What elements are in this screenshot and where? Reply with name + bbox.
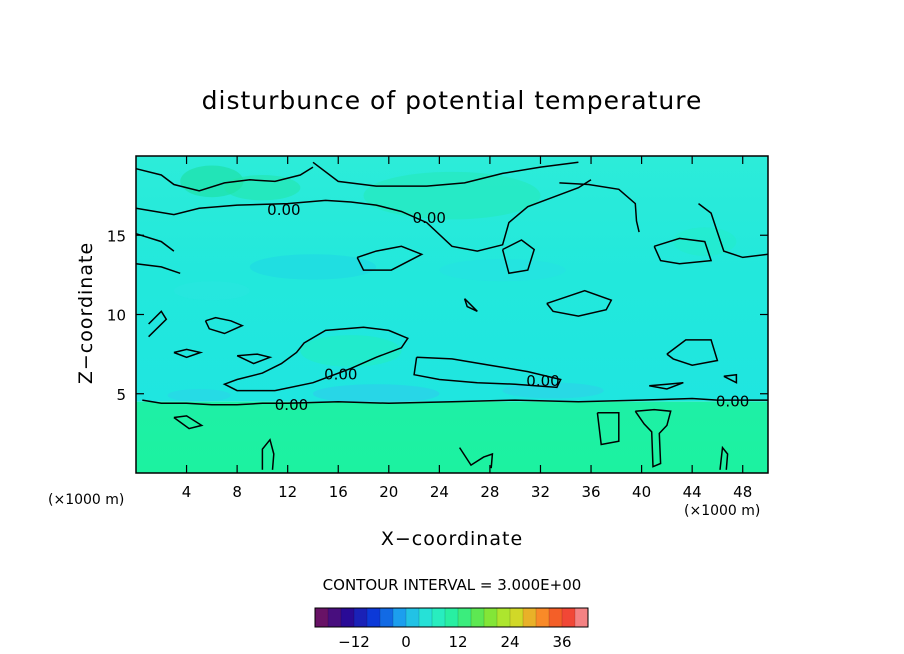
field-patch: [439, 259, 566, 282]
colorbar-cell: [575, 608, 589, 627]
colorbar-cell: [523, 608, 537, 627]
colorbar-cell: [549, 608, 563, 627]
field-patch: [249, 254, 377, 280]
colorbar-tick-label: 0: [401, 633, 411, 651]
contour-line: [413, 356, 562, 389]
contour-line: [135, 166, 314, 192]
chart-title: disturbunce of potential temperature: [201, 86, 703, 115]
contour-line: [135, 263, 181, 275]
contour-line: [173, 348, 204, 359]
x-unit-left: (×1000 m): [48, 492, 125, 508]
contour-label: 0.00: [526, 372, 559, 390]
colorbar-cell: [562, 608, 576, 627]
colorbar-cell: [419, 608, 433, 627]
colorbar-cell: [341, 608, 355, 627]
x-tick-label: 40: [632, 483, 651, 501]
colorbar-cell: [484, 608, 498, 627]
contour-line: [723, 373, 738, 384]
contour-line: [546, 289, 613, 317]
contour-line: [204, 316, 245, 335]
colorbar-tick-label: 12: [448, 633, 467, 651]
contour-line: [135, 232, 175, 252]
contour-label: 0.00: [275, 396, 308, 414]
colorbar-cell: [445, 608, 459, 627]
field-patch: [312, 384, 440, 404]
x-tick-label: 4: [182, 483, 192, 501]
contour-line: [559, 182, 640, 233]
x-tick-label: 36: [581, 483, 600, 501]
colorbar-cell: [510, 608, 524, 627]
field-patch: [300, 335, 402, 367]
y-tick-label: 5: [116, 386, 126, 404]
field-patch: [363, 171, 541, 220]
contour-label: 0.00: [716, 393, 749, 411]
colorbar-cell: [458, 608, 472, 627]
x-tick-label: 24: [430, 483, 449, 501]
contour-line: [356, 245, 424, 271]
x-tick-label: 12: [278, 483, 297, 501]
contour-label: 0.00: [324, 366, 357, 384]
colorbar-tick-label: 36: [552, 633, 571, 651]
contour-line: [653, 237, 713, 265]
contour-label: 0.00: [413, 209, 446, 227]
contour-line: [458, 447, 494, 469]
colorbar-cell: [536, 608, 550, 627]
colorbar-cell: [354, 608, 368, 627]
contour-line: [596, 412, 620, 446]
colorbar-cell: [380, 608, 394, 627]
contour-line: [148, 310, 168, 338]
contour-line: [236, 353, 273, 365]
x-axis-label: X−coordinate: [380, 528, 524, 550]
x-tick-label: 20: [379, 483, 398, 501]
contour-line: [698, 203, 769, 259]
colorbar-cell: [393, 608, 407, 627]
x-tick-label: 44: [683, 483, 702, 501]
contour-line: [312, 161, 579, 187]
contour-line: [173, 415, 204, 430]
colorbar-cell: [432, 608, 446, 627]
colorbar-tick-label: 24: [500, 633, 519, 651]
contour-interval-text: CONTOUR INTERVAL = 3.000E+00: [322, 576, 582, 594]
contour-line: [135, 179, 592, 252]
colorbar-cell: [497, 608, 511, 627]
contour-line: [142, 397, 768, 406]
field-patch: [224, 175, 301, 201]
x-tick-label: 48: [733, 483, 752, 501]
contour-line: [649, 381, 684, 390]
x-tick-label: 16: [329, 483, 348, 501]
x-unit-right: (×1000 m): [684, 503, 761, 519]
colorbar-cell: [328, 608, 342, 627]
contour-line: [666, 339, 719, 366]
field-patch: [502, 382, 604, 399]
x-tick-label: 8: [232, 483, 242, 501]
field-patch: [167, 388, 231, 402]
field-lower-layer: [136, 401, 768, 473]
contour-line: [222, 326, 409, 392]
contour-line: [634, 408, 672, 468]
y-tick-label: 15: [107, 227, 126, 245]
colorbar-cell: [471, 608, 485, 627]
x-tick-label: 32: [531, 483, 550, 501]
contour-line: [463, 298, 478, 312]
field-patch: [173, 281, 250, 301]
colorbar-frame: [314, 607, 589, 628]
y-tick-label: 10: [107, 307, 126, 325]
colorbar-tick-label: −12: [338, 633, 370, 651]
contour-line: [719, 445, 729, 470]
contour-label: 0.00: [267, 201, 300, 219]
contour-line: [261, 438, 275, 470]
colorbar-cell: [367, 608, 381, 627]
colorbar-cell: [406, 608, 420, 627]
x-tick-label: 28: [480, 483, 499, 501]
colorbar-cell: [315, 608, 329, 627]
contour-line: [501, 239, 536, 275]
